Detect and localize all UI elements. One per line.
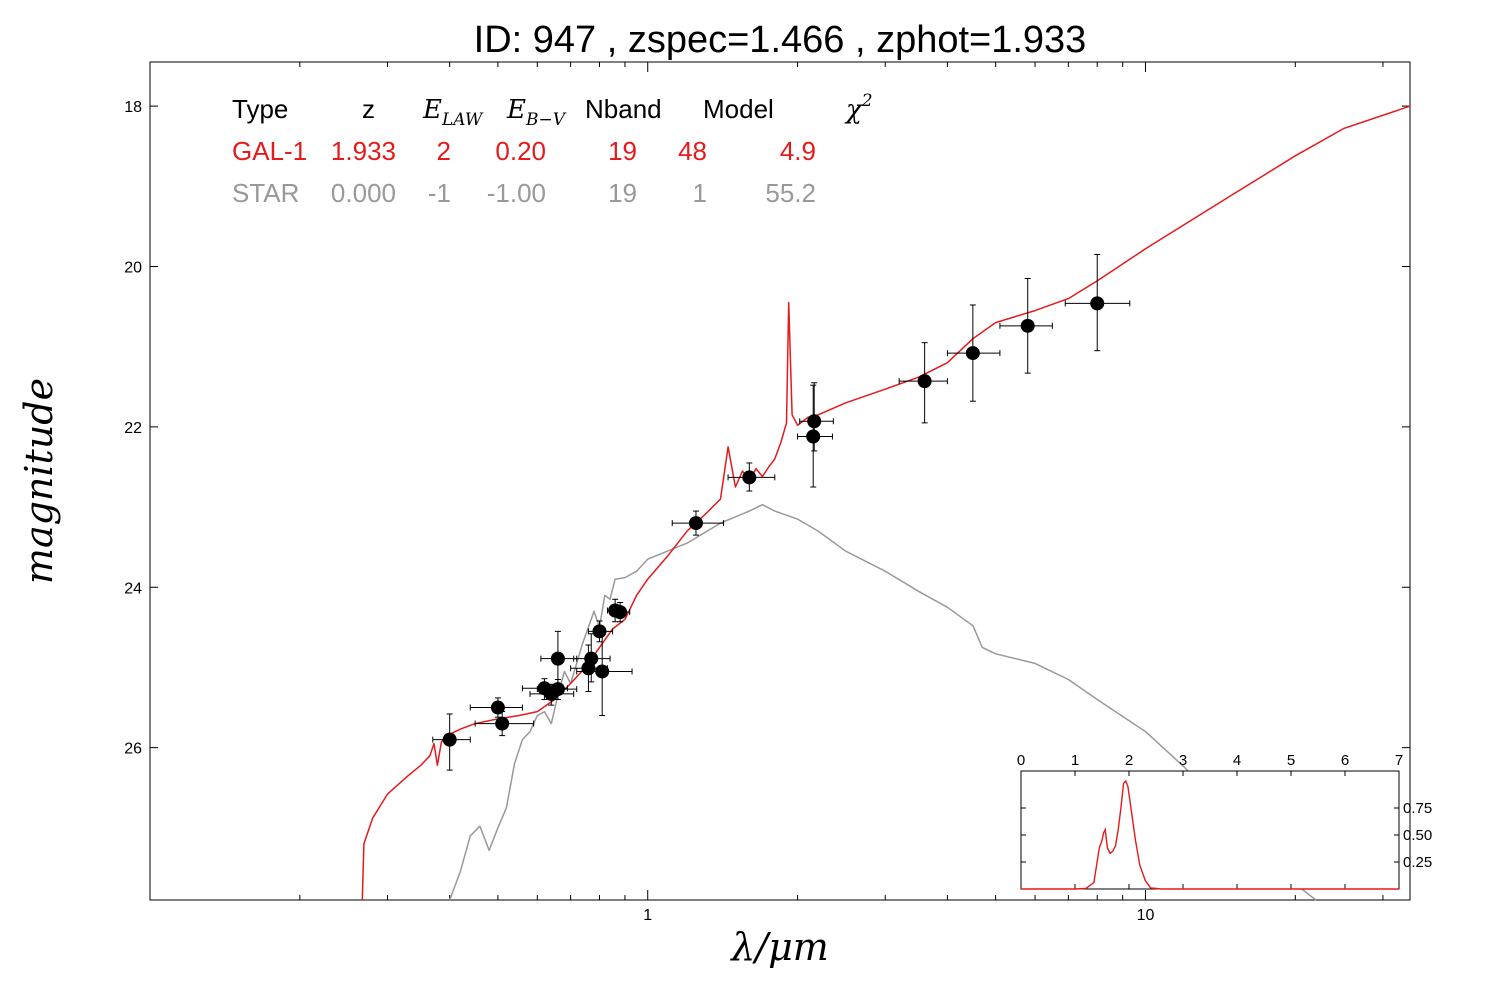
cell-nband: 19 — [608, 178, 637, 208]
row-gal: GAL-1 1.933 2 0.20 19 48 4.9 — [232, 136, 816, 166]
x-tick-label: 1 — [643, 907, 652, 924]
data-point — [946, 304, 1001, 402]
col-z-header: z — [362, 94, 375, 124]
col-ebv-header: EB−V — [506, 95, 567, 130]
col-elaw-header: ELAW — [422, 95, 484, 130]
data-point — [797, 384, 833, 488]
cell-ebv: 0.20 — [495, 136, 546, 166]
inset-x-tick-label: 2 — [1125, 752, 1133, 769]
x-tick-label: 10 — [1137, 907, 1155, 924]
y-tick-label: 18 — [124, 99, 142, 116]
point-marker — [490, 700, 505, 715]
data-point — [799, 382, 834, 452]
point-marker — [807, 414, 822, 429]
point-marker — [584, 651, 599, 666]
data-point — [469, 697, 523, 718]
point-marker — [595, 664, 610, 679]
y-tick-label: 24 — [124, 580, 142, 597]
inset-x-tick-label: 3 — [1179, 752, 1187, 769]
inset-x-tick-label: 1 — [1071, 752, 1079, 769]
point-marker — [495, 716, 510, 731]
col-model-header: Model — [703, 94, 774, 124]
inset-ticks: 0 1 2 3 4 5 6 7 0.25 0.50 0.75 — [1017, 752, 1432, 889]
cell-model: 1 — [693, 178, 707, 208]
col-chi2-header: χ2 — [844, 91, 873, 125]
point-marker — [742, 470, 757, 485]
y-tick-label: 22 — [124, 420, 142, 437]
cell-type: GAL-1 — [232, 136, 307, 166]
cell-type: STAR — [232, 178, 299, 208]
data-point — [432, 713, 471, 771]
cell-chi2: 4.9 — [780, 136, 816, 166]
point-marker — [550, 651, 565, 666]
series-line-star — [448, 503, 1317, 901]
pz-inset: 0 1 2 3 4 5 6 7 0.25 0.50 0.75 — [1017, 752, 1432, 890]
col-type-header: Type — [232, 94, 288, 124]
pz-curve — [1021, 779, 1399, 890]
cell-chi2: 55.2 — [765, 178, 816, 208]
data-point — [898, 342, 948, 424]
axis-ticks — [149, 62, 1410, 900]
photometry-points — [432, 253, 1131, 771]
inset-y-tick-label: 0.50 — [1403, 827, 1432, 844]
point-marker — [1020, 318, 1035, 333]
inset-y-tick-label: 0.25 — [1403, 854, 1432, 871]
data-point — [999, 278, 1053, 374]
x-axis-label: λ/μm — [729, 925, 829, 969]
cell-nband: 19 — [608, 136, 637, 166]
plot-frame — [149, 61, 1411, 901]
point-marker — [688, 516, 703, 531]
col-nband-header: Nband — [585, 94, 662, 124]
inset-x-tick-label: 4 — [1233, 752, 1241, 769]
data-point — [727, 462, 776, 492]
inset-x-tick-label: 6 — [1341, 752, 1349, 769]
fit-table: Type z ELAW EB−V Nband Model χ2 GAL-1 1.9… — [232, 91, 873, 208]
data-point — [540, 630, 578, 684]
point-marker — [917, 374, 932, 389]
point-marker — [442, 732, 457, 747]
cell-elaw: 2 — [437, 136, 451, 166]
cell-ebv: -1.00 — [487, 178, 546, 208]
data-point — [573, 633, 611, 683]
y-tick-labels: 18 20 22 24 26 — [124, 99, 142, 758]
y-tick-label: 20 — [124, 259, 142, 276]
point-marker — [965, 346, 980, 361]
point-marker — [613, 605, 628, 620]
cell-model: 48 — [678, 136, 707, 166]
data-point — [671, 510, 725, 536]
inset-y-tick-label: 0.75 — [1403, 800, 1432, 817]
y-tick-label: 26 — [124, 741, 142, 758]
inset-x-tick-label: 0 — [1017, 752, 1025, 769]
y-axis-label: magnitude — [17, 378, 61, 584]
cell-z: 1.933 — [331, 136, 396, 166]
x-tick-labels: 1 10 — [643, 907, 1154, 924]
inset-x-tick-label: 5 — [1287, 752, 1295, 769]
data-point — [1064, 253, 1131, 352]
row-star: STAR 0.000 -1 -1.00 19 1 55.2 — [232, 178, 816, 208]
cell-elaw: -1 — [428, 178, 451, 208]
table-rows: GAL-1 1.933 2 0.20 19 48 4.9 STAR 0.000 -1 -1.00 19… — [232, 136, 816, 208]
data-point — [576, 630, 633, 717]
inset-x-tick-label: 7 — [1395, 752, 1403, 769]
point-marker — [550, 682, 565, 697]
inset-frame — [1020, 770, 1400, 890]
cell-z: 0.000 — [331, 178, 396, 208]
point-marker — [1090, 296, 1105, 311]
chart-title: ID: 947 , zspec=1.466 , zphot=1.933 — [474, 19, 1087, 61]
data-point — [609, 601, 631, 623]
point-marker — [806, 429, 821, 444]
data-point — [474, 711, 535, 737]
